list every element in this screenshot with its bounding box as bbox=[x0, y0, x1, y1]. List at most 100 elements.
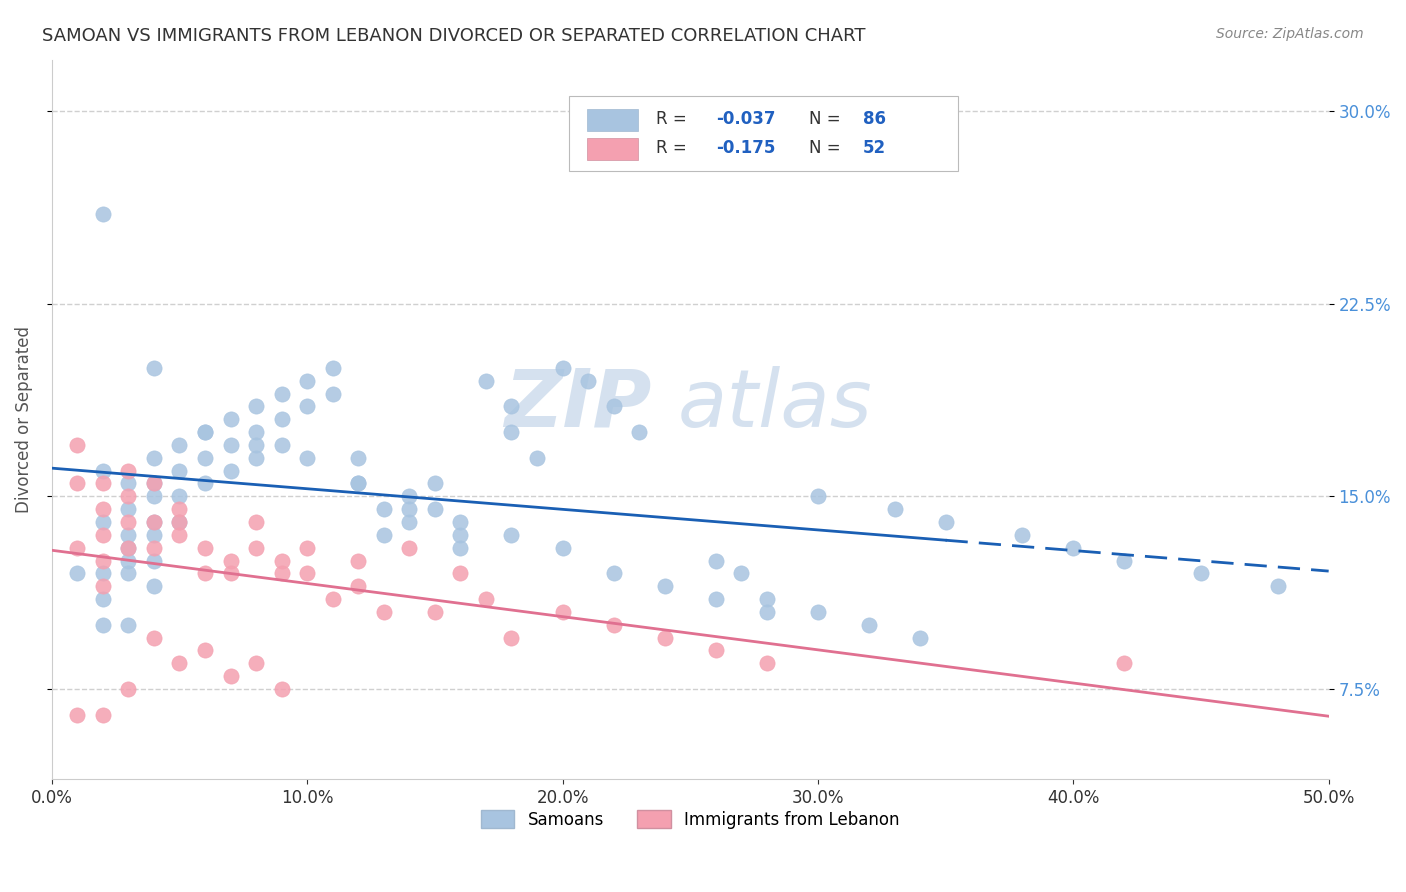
Point bbox=[219, 566, 242, 581]
Point bbox=[347, 476, 370, 491]
Point bbox=[245, 438, 267, 452]
Point bbox=[1114, 657, 1136, 671]
Point bbox=[194, 541, 217, 555]
Point bbox=[91, 502, 114, 516]
Point bbox=[858, 617, 880, 632]
Point bbox=[449, 515, 471, 529]
Point bbox=[142, 515, 165, 529]
Point bbox=[194, 476, 217, 491]
Point bbox=[245, 541, 267, 555]
Point bbox=[270, 566, 292, 581]
Point bbox=[66, 476, 89, 491]
Point bbox=[169, 464, 191, 478]
Point bbox=[373, 502, 395, 516]
Point bbox=[704, 553, 727, 567]
Text: R =: R = bbox=[655, 111, 686, 128]
Point bbox=[66, 541, 89, 555]
Text: -0.175: -0.175 bbox=[716, 139, 775, 157]
Point bbox=[322, 386, 344, 401]
Point bbox=[117, 528, 139, 542]
Point bbox=[245, 450, 267, 465]
Point bbox=[755, 592, 778, 607]
Point bbox=[1011, 528, 1033, 542]
Point bbox=[66, 707, 89, 722]
Point bbox=[219, 464, 242, 478]
Point bbox=[142, 579, 165, 593]
Point bbox=[245, 400, 267, 414]
Point bbox=[449, 528, 471, 542]
Point bbox=[807, 605, 830, 619]
Point bbox=[576, 374, 599, 388]
Point bbox=[117, 617, 139, 632]
Point bbox=[91, 553, 114, 567]
Point bbox=[91, 528, 114, 542]
Point bbox=[347, 579, 370, 593]
Point bbox=[194, 450, 217, 465]
Point bbox=[908, 631, 931, 645]
Point bbox=[142, 541, 165, 555]
Point bbox=[142, 450, 165, 465]
Point bbox=[295, 400, 318, 414]
Point bbox=[526, 450, 548, 465]
Point bbox=[704, 592, 727, 607]
Point bbox=[169, 489, 191, 503]
Point bbox=[322, 592, 344, 607]
Point bbox=[270, 412, 292, 426]
Point bbox=[219, 438, 242, 452]
Point bbox=[475, 592, 498, 607]
Point bbox=[449, 541, 471, 555]
Text: 52: 52 bbox=[863, 139, 886, 157]
Point bbox=[1062, 541, 1084, 555]
Text: Source: ZipAtlas.com: Source: ZipAtlas.com bbox=[1216, 27, 1364, 41]
Point bbox=[398, 502, 420, 516]
Point bbox=[1114, 553, 1136, 567]
Point bbox=[755, 605, 778, 619]
Point bbox=[194, 425, 217, 439]
Point bbox=[245, 515, 267, 529]
Point bbox=[551, 605, 574, 619]
Point bbox=[398, 541, 420, 555]
Text: N =: N = bbox=[808, 111, 841, 128]
Point bbox=[169, 515, 191, 529]
Point bbox=[91, 515, 114, 529]
Point bbox=[117, 553, 139, 567]
Point bbox=[270, 681, 292, 696]
Point bbox=[142, 528, 165, 542]
Point bbox=[117, 464, 139, 478]
Point bbox=[91, 579, 114, 593]
Point bbox=[117, 502, 139, 516]
Point bbox=[142, 631, 165, 645]
Point bbox=[142, 476, 165, 491]
Point bbox=[142, 515, 165, 529]
Point bbox=[423, 502, 446, 516]
Point bbox=[295, 541, 318, 555]
Point bbox=[142, 489, 165, 503]
FancyBboxPatch shape bbox=[586, 138, 638, 160]
Point bbox=[66, 566, 89, 581]
Point bbox=[551, 360, 574, 375]
Point bbox=[169, 515, 191, 529]
Point bbox=[169, 502, 191, 516]
FancyBboxPatch shape bbox=[586, 109, 638, 131]
Point bbox=[169, 438, 191, 452]
Point bbox=[704, 643, 727, 657]
Point bbox=[551, 541, 574, 555]
Point bbox=[373, 605, 395, 619]
Point bbox=[501, 528, 523, 542]
Point bbox=[501, 400, 523, 414]
Text: ZIP: ZIP bbox=[505, 366, 652, 444]
Point bbox=[628, 425, 651, 439]
Point bbox=[1267, 579, 1289, 593]
Point bbox=[194, 643, 217, 657]
Point bbox=[883, 502, 905, 516]
Point bbox=[270, 386, 292, 401]
Point bbox=[730, 566, 752, 581]
Point bbox=[935, 515, 957, 529]
Point bbox=[117, 566, 139, 581]
Point bbox=[347, 450, 370, 465]
Point bbox=[475, 374, 498, 388]
Point bbox=[91, 207, 114, 221]
Point bbox=[295, 374, 318, 388]
Point bbox=[602, 566, 624, 581]
Point bbox=[117, 476, 139, 491]
